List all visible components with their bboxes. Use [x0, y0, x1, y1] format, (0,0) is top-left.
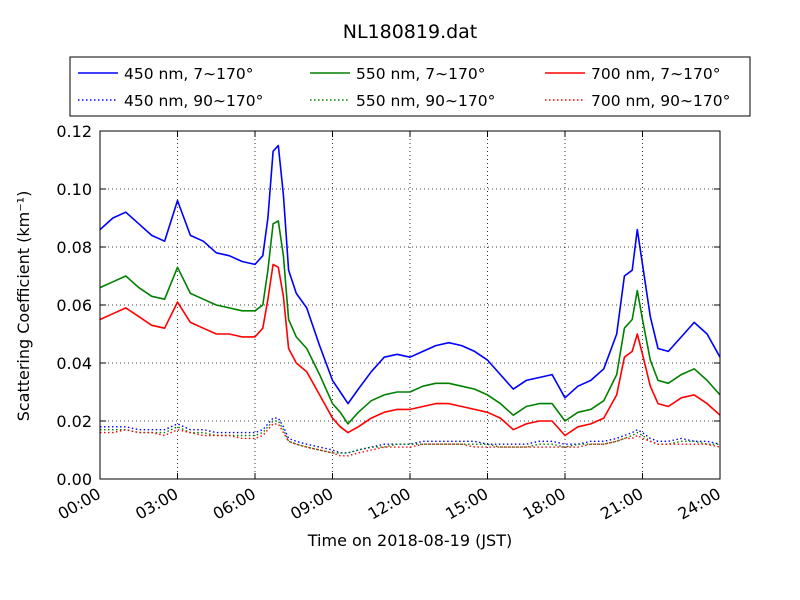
- chart-title: NL180819.dat: [343, 21, 478, 43]
- legend-label: 550 nm, 90∼170°: [356, 92, 495, 110]
- legend: 450 nm, 7∼170° 550 nm, 7∼170° 700 nm, 7∼17…: [69, 56, 751, 117]
- series-line: [99, 144, 721, 405]
- series-line: [99, 263, 721, 437]
- series-layer: [99, 144, 721, 457]
- y-axis: 0.00 0.02 0.04 0.06 0.08 0.10 0.12: [56, 122, 720, 489]
- y-tick-label: 0.00: [56, 470, 92, 489]
- legend-label: 700 nm, 90∼170°: [591, 92, 730, 110]
- legend-label: 700 nm, 7∼170°: [591, 65, 720, 83]
- series-line: [100, 423, 721, 457]
- series-line: [100, 420, 720, 454]
- y-axis-label: Scattering Coefficient (km⁻¹): [14, 191, 33, 422]
- legend-label: 550 nm, 7∼170°: [356, 65, 485, 83]
- series-line: [99, 220, 721, 425]
- y-tick-label: 0.10: [56, 180, 92, 199]
- grid: [100, 131, 720, 479]
- x-axis-label: Time on 2018-08-19 (JST): [307, 531, 512, 550]
- legend-label: 450 nm, 90∼170°: [124, 92, 263, 110]
- legend-box: [69, 56, 751, 117]
- y-tick-label: 0.06: [56, 296, 92, 315]
- legend-label: 450 nm, 7∼170°: [124, 65, 253, 83]
- y-tick-label: 0.08: [56, 238, 92, 257]
- y-tick-label: 0.12: [56, 122, 92, 141]
- series-line: [100, 417, 721, 454]
- y-tick-label: 0.02: [56, 412, 92, 431]
- y-tick-label: 0.04: [56, 354, 92, 373]
